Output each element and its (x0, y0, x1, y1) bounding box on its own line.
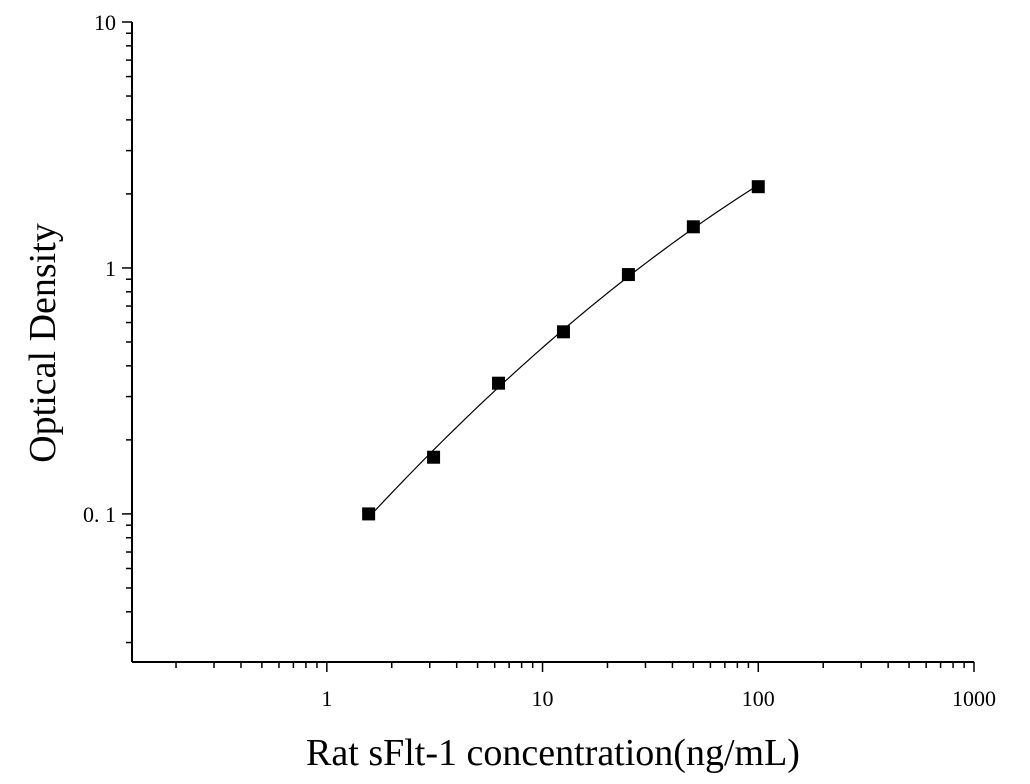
data-point (686, 220, 700, 234)
data-points (362, 180, 765, 521)
y-tick-label: 1 (105, 256, 116, 281)
y-axis-ticks (122, 21, 132, 644)
data-point (362, 507, 376, 521)
axes: 1 10 100 1000 0. 1 1 10 (83, 10, 996, 711)
x-axis-title: Rat sFlt-1 concentration(ng/mL) (306, 732, 800, 774)
data-point (556, 325, 570, 339)
data-point (751, 180, 765, 194)
x-axis-ticks (175, 662, 975, 672)
x-tick-label: 10 (532, 686, 554, 711)
data-point (621, 268, 635, 282)
data-point (427, 450, 441, 464)
x-tick-label: 1000 (952, 686, 996, 711)
y-axis-title: Optical Density (22, 223, 64, 463)
fit-curve (368, 184, 759, 518)
x-tick-label: 100 (742, 686, 775, 711)
x-tick-label: 1 (321, 686, 332, 711)
y-tick-label: 10 (94, 10, 116, 35)
data-point (492, 376, 506, 390)
x-axis-tick-labels: 1 10 100 1000 (321, 686, 996, 711)
y-axis-tick-labels: 0. 1 1 10 (83, 10, 116, 527)
y-tick-label: 0. 1 (83, 502, 116, 527)
